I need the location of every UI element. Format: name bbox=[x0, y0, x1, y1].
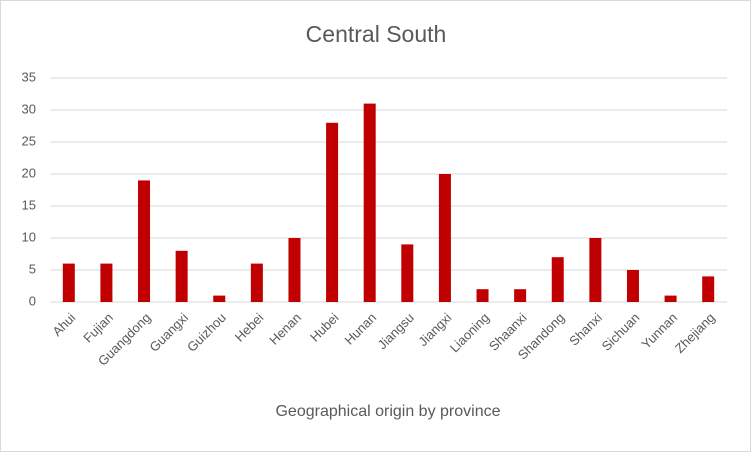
bar bbox=[664, 295, 677, 302]
bar bbox=[702, 276, 715, 302]
x-axis-title: Geographical origin by province bbox=[275, 403, 500, 420]
bar bbox=[551, 257, 564, 302]
chart-title: Central South bbox=[306, 21, 447, 47]
bar bbox=[100, 263, 113, 302]
bar bbox=[213, 295, 226, 302]
bar bbox=[626, 270, 639, 302]
bar bbox=[62, 263, 75, 302]
bar bbox=[288, 238, 301, 302]
bar bbox=[401, 244, 414, 302]
bar bbox=[476, 289, 489, 302]
y-tick-label: 35 bbox=[22, 69, 36, 84]
bar bbox=[138, 180, 151, 302]
bar bbox=[175, 250, 188, 302]
y-tick-label: 25 bbox=[22, 133, 36, 148]
bar bbox=[589, 238, 602, 302]
y-tick-label: 0 bbox=[29, 293, 36, 308]
y-tick-label: 20 bbox=[22, 165, 36, 180]
y-tick-label: 30 bbox=[22, 101, 36, 116]
bar bbox=[363, 103, 376, 302]
bar bbox=[514, 289, 527, 302]
bar bbox=[250, 263, 263, 302]
y-tick-label: 10 bbox=[22, 229, 36, 244]
y-tick-label: 5 bbox=[29, 261, 36, 276]
bar bbox=[326, 122, 339, 302]
y-tick-label: 15 bbox=[22, 197, 36, 212]
bar bbox=[438, 174, 451, 302]
